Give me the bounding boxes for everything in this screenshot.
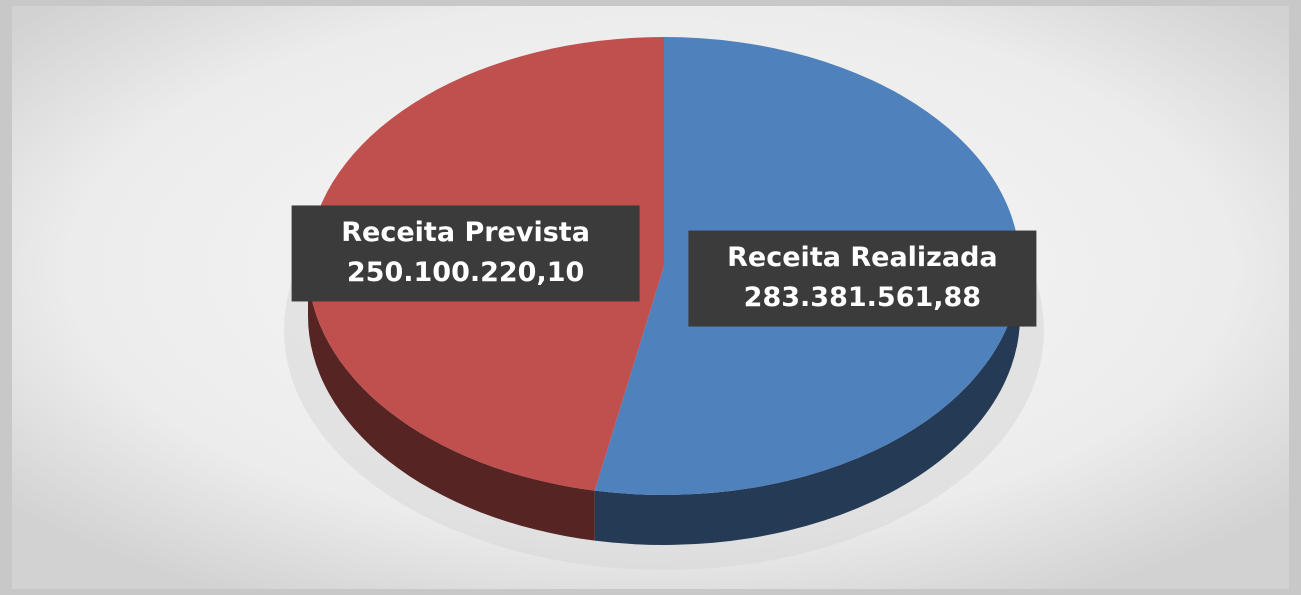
label-value: 283.381.561,88 [744, 282, 981, 313]
label-category: Receita Realizada [727, 242, 998, 273]
slice-side [594, 266, 1020, 545]
label-box [688, 230, 1037, 327]
slice-side [308, 266, 595, 541]
sides [308, 266, 1020, 545]
label-value: 250.100.220,10 [347, 257, 584, 288]
label-category: Receita Prevista [341, 217, 590, 248]
labels: Receita Realizada 283.381.561,88 Receita P… [291, 205, 1037, 327]
label-box [291, 205, 640, 302]
